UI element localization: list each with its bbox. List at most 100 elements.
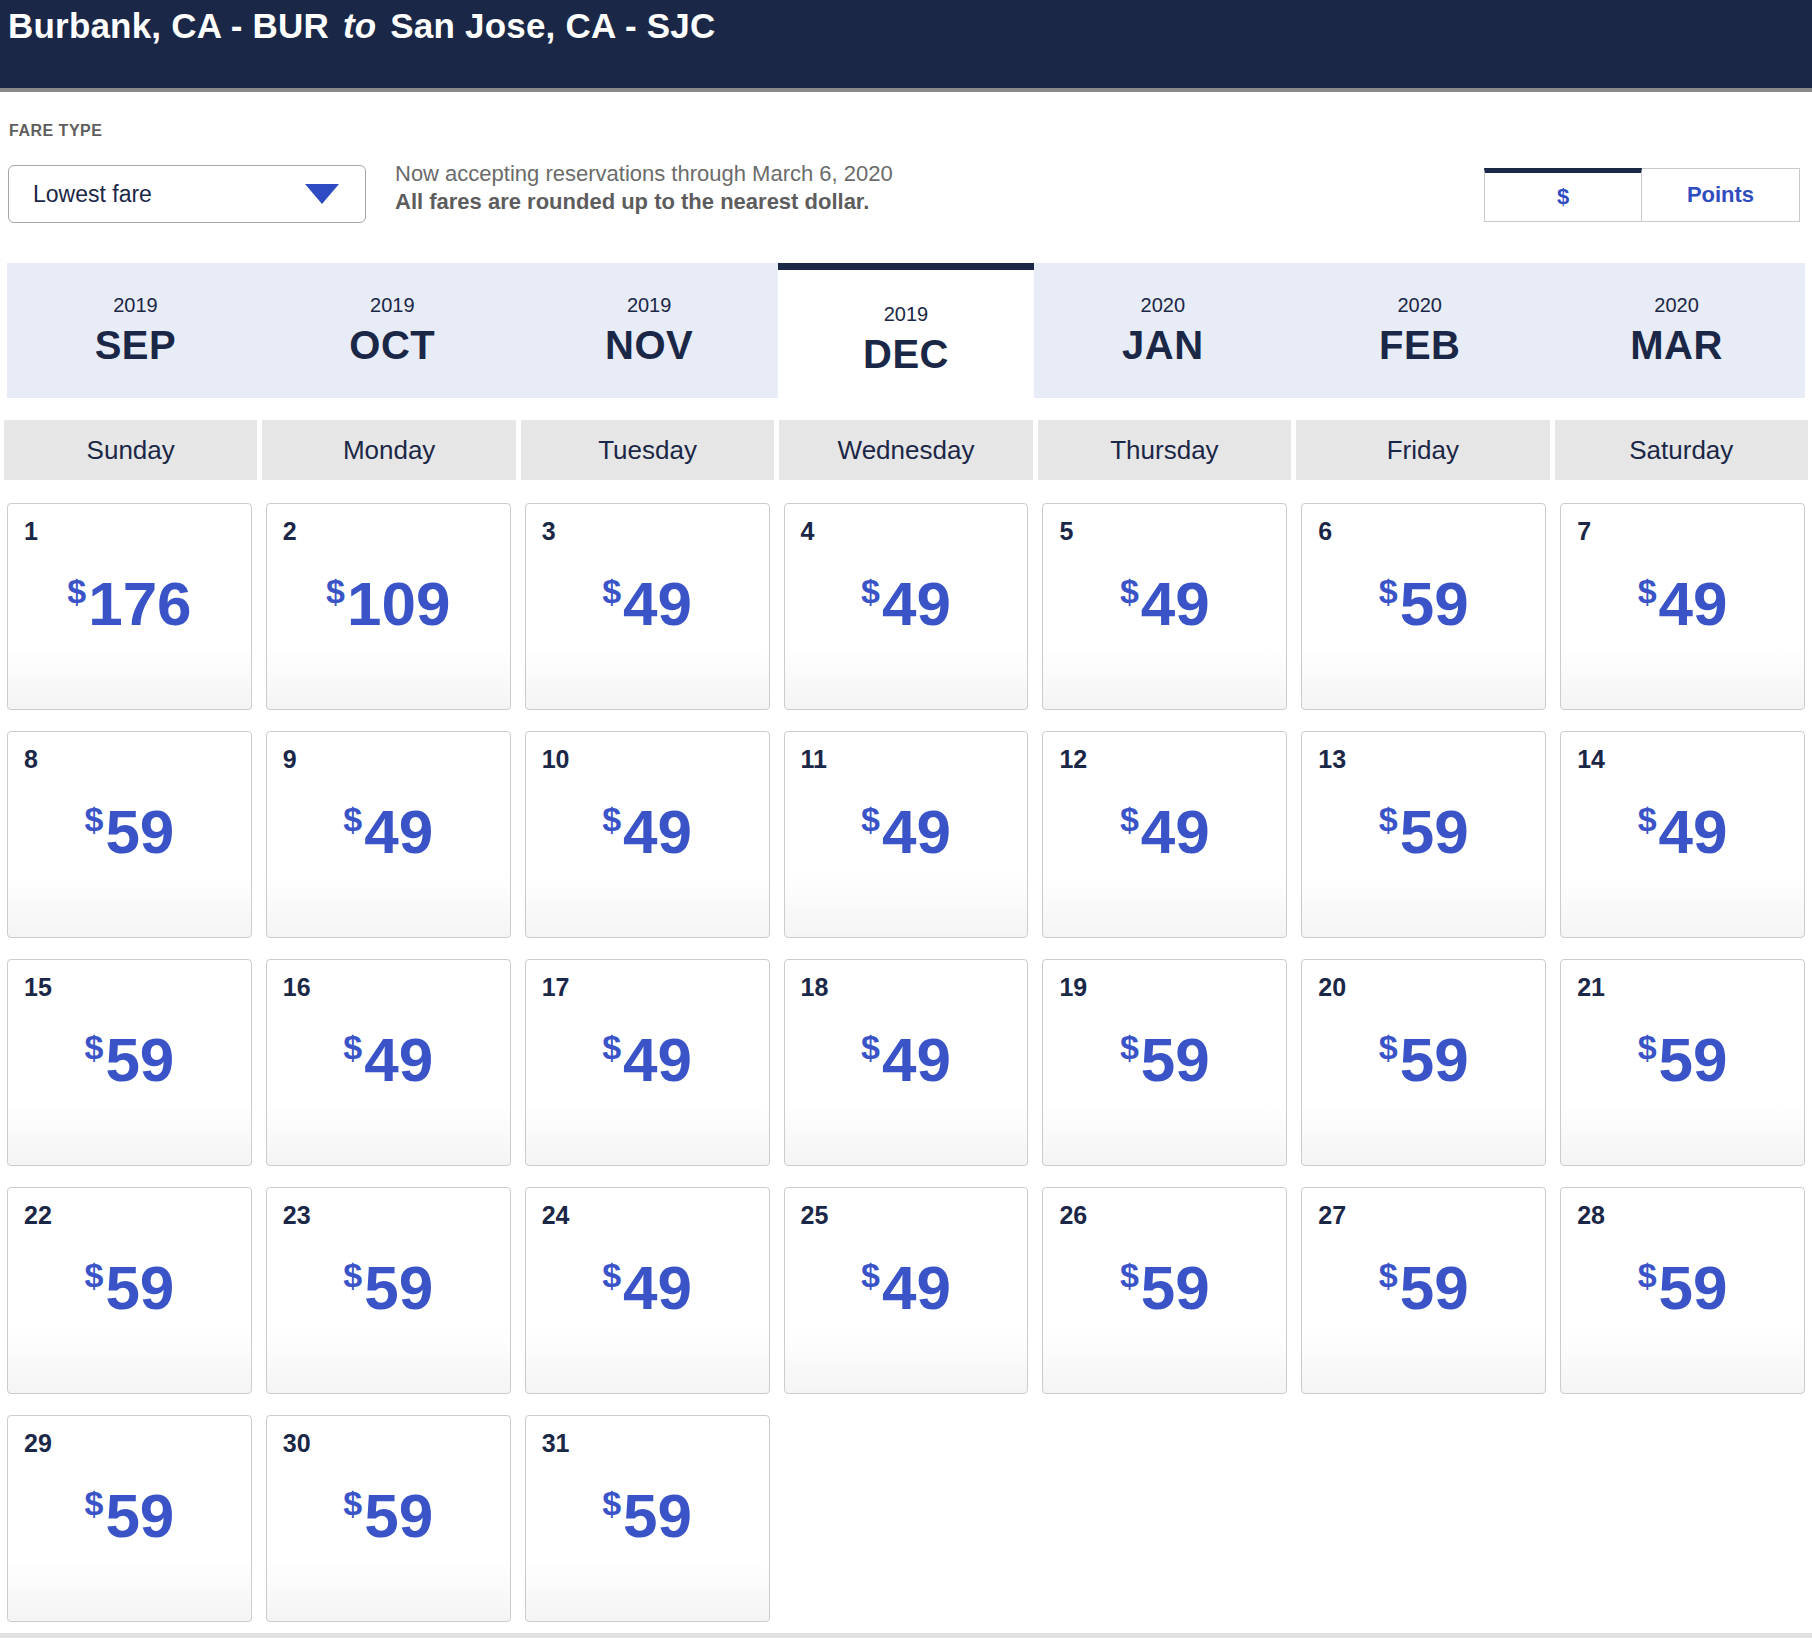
fare-price: $49 (1043, 788, 1286, 863)
fare-cell[interactable]: 11 $49 (784, 731, 1029, 938)
fare-amount: 59 (105, 797, 174, 866)
fare-price: $59 (8, 1472, 251, 1547)
dollar-tab[interactable]: $ (1484, 168, 1642, 222)
fare-cell[interactable]: 27 $59 (1301, 1187, 1546, 1394)
fare-amount: 49 (364, 797, 433, 866)
fare-amount: 49 (623, 797, 692, 866)
fare-amount: 176 (88, 569, 191, 638)
weekday-header: Wednesday (779, 420, 1032, 480)
fare-amount: 59 (105, 1481, 174, 1550)
month-tab[interactable]: 2019 DEC (778, 263, 1035, 410)
fare-amount: 49 (1141, 569, 1210, 638)
month-tab[interactable]: 2019 SEP (7, 263, 264, 398)
weekday-header: Thursday (1038, 420, 1291, 480)
fare-amount: 49 (882, 1025, 951, 1094)
fare-amount: 59 (1400, 1025, 1469, 1094)
fare-amount: 59 (1141, 1025, 1210, 1094)
day-number: 29 (24, 1428, 251, 1458)
day-number: 24 (542, 1200, 769, 1230)
day-number: 18 (801, 972, 1028, 1002)
fare-price: $59 (1302, 788, 1545, 863)
fare-price: $176 (8, 560, 251, 635)
fare-amount: 49 (882, 1253, 951, 1322)
dollar-sign: $ (1638, 1028, 1657, 1066)
fare-price: $49 (526, 1016, 769, 1091)
fare-cell[interactable]: 17 $49 (525, 959, 770, 1166)
month-tab[interactable]: 2020 FEB (1291, 263, 1548, 398)
fare-cell[interactable]: 10 $49 (525, 731, 770, 938)
dollar-sign: $ (326, 572, 345, 610)
fare-cell[interactable]: 19 $59 (1042, 959, 1287, 1166)
fare-cell[interactable]: 26 $59 (1042, 1187, 1287, 1394)
dollar-sign: $ (1120, 1028, 1139, 1066)
dollar-sign: $ (1638, 572, 1657, 610)
fare-cell[interactable]: 28 $59 (1560, 1187, 1805, 1394)
fare-type-selected-value: Lowest fare (33, 181, 305, 208)
route-to-word: to (339, 6, 380, 45)
fare-cell[interactable]: 7 $49 (1560, 503, 1805, 710)
month-tab-year: 2020 (1397, 294, 1442, 317)
reservation-notice: Now accepting reservations through March… (395, 160, 893, 216)
fare-amount: 49 (1659, 569, 1728, 638)
fare-cell[interactable]: 16 $49 (266, 959, 511, 1166)
fare-cell[interactable]: 21 $59 (1560, 959, 1805, 1166)
fare-cell[interactable]: 3 $49 (525, 503, 770, 710)
fare-cell[interactable]: 6 $59 (1301, 503, 1546, 710)
month-tab-label: JAN (1122, 323, 1204, 368)
fare-amount: 49 (1141, 797, 1210, 866)
month-tab-label: MAR (1630, 323, 1723, 368)
fare-cell[interactable]: 4 $49 (784, 503, 1029, 710)
fare-cell[interactable]: 23 $59 (266, 1187, 511, 1394)
month-tab[interactable]: 2020 JAN (1034, 263, 1291, 398)
dollar-sign: $ (602, 1028, 621, 1066)
month-tab-label: FEB (1379, 323, 1461, 368)
points-tab[interactable]: Points (1642, 168, 1800, 222)
fare-price: $59 (1561, 1244, 1804, 1319)
fare-cell[interactable]: 9 $49 (266, 731, 511, 938)
fare-cell[interactable]: 29 $59 (7, 1415, 252, 1622)
fare-amount: 49 (882, 569, 951, 638)
dollar-sign: $ (1120, 800, 1139, 838)
fare-cell[interactable]: 31 $59 (525, 1415, 770, 1622)
month-tab-year: 2020 (1141, 294, 1186, 317)
fare-cell[interactable]: 15 $59 (7, 959, 252, 1166)
day-number: 8 (24, 744, 251, 774)
fare-type-label: FARE TYPE (9, 122, 102, 140)
fare-cell[interactable]: 25 $49 (784, 1187, 1029, 1394)
fare-price: $49 (785, 560, 1028, 635)
dollar-sign: $ (67, 572, 86, 610)
dollar-sign: $ (1638, 800, 1657, 838)
bottom-spacer (0, 1622, 1812, 1633)
month-tab[interactable]: 2019 NOV (521, 263, 778, 398)
dollar-sign: $ (1379, 1256, 1398, 1294)
fare-cell[interactable]: 20 $59 (1301, 959, 1546, 1166)
fare-amount: 109 (347, 569, 450, 638)
controls-row: FARE TYPE Lowest fare Now accepting rese… (0, 92, 1812, 263)
fare-cell[interactable]: 1 $176 (7, 503, 252, 710)
fare-amount: 49 (882, 797, 951, 866)
fare-cell[interactable]: 30 $59 (266, 1415, 511, 1622)
fare-cell[interactable]: 12 $49 (1042, 731, 1287, 938)
day-number: 1 (24, 516, 251, 546)
fare-price: $59 (526, 1472, 769, 1547)
fare-cell[interactable]: 24 $49 (525, 1187, 770, 1394)
fare-cell[interactable]: 8 $59 (7, 731, 252, 938)
month-tab[interactable]: 2020 MAR (1548, 263, 1805, 398)
day-number: 4 (801, 516, 1028, 546)
fare-cell[interactable]: 18 $49 (784, 959, 1029, 1166)
fare-cell[interactable]: 13 $59 (1301, 731, 1546, 938)
fare-cell[interactable]: 22 $59 (7, 1187, 252, 1394)
day-number: 2 (283, 516, 510, 546)
dollar-sign: $ (343, 1484, 362, 1522)
month-tab[interactable]: 2019 OCT (264, 263, 521, 398)
fare-cell[interactable]: 14 $49 (1560, 731, 1805, 938)
day-number: 3 (542, 516, 769, 546)
dollar-sign: $ (1379, 800, 1398, 838)
fare-cell[interactable]: 5 $49 (1042, 503, 1287, 710)
fare-price: $59 (8, 1016, 251, 1091)
dollar-sign: $ (343, 1256, 362, 1294)
day-number: 15 (24, 972, 251, 1002)
fare-type-dropdown[interactable]: Lowest fare (8, 165, 366, 223)
fare-cell[interactable]: 2 $109 (266, 503, 511, 710)
fare-price: $49 (785, 1016, 1028, 1091)
